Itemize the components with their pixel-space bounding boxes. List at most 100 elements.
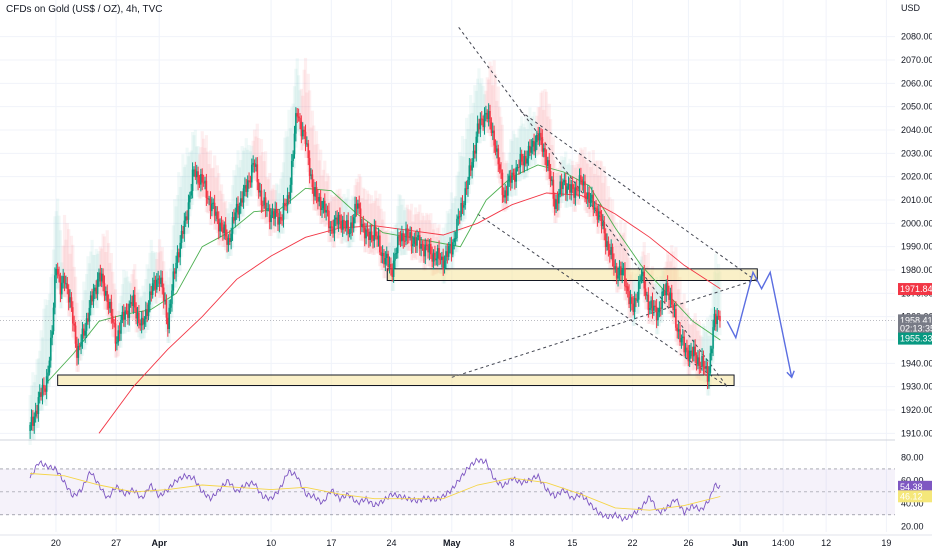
candle-body (416, 237, 418, 246)
candle-band (68, 253, 72, 317)
candle-body (468, 165, 471, 180)
candle-band (192, 135, 196, 184)
candle-band (683, 317, 688, 367)
candle-band (219, 184, 224, 242)
candle-band (50, 273, 54, 352)
candle-band (462, 156, 466, 222)
candle-band (521, 123, 525, 180)
candle-band (261, 151, 265, 220)
candle-body (545, 157, 548, 167)
candle-band (365, 190, 370, 246)
candle-body (580, 175, 582, 180)
candle-body (453, 238, 456, 243)
candle-band (668, 261, 672, 314)
candle-body (369, 231, 372, 240)
candle-band (453, 196, 458, 253)
candle-body (578, 175, 581, 191)
candle-body (209, 198, 212, 212)
candle-body (100, 273, 103, 282)
candle-body (187, 202, 190, 220)
candle-body (387, 253, 389, 268)
candle-body (637, 281, 640, 300)
candle-body (575, 187, 578, 191)
candle-body (551, 179, 553, 182)
candle-body (657, 312, 659, 321)
candle-body (87, 318, 89, 322)
candle-body (211, 203, 213, 212)
candle-body (391, 267, 394, 277)
candle-band (43, 299, 47, 406)
candle-body (541, 137, 544, 152)
candle-band (39, 330, 43, 411)
candle-body (355, 203, 358, 209)
candle-band (310, 110, 314, 202)
candle-body (406, 228, 409, 237)
candle-body (332, 227, 334, 234)
candle-body (719, 315, 721, 322)
candle-body (288, 195, 290, 199)
candle-band (178, 187, 182, 272)
candle-body (463, 205, 465, 208)
candle-body (698, 357, 701, 367)
candle-body (377, 235, 380, 240)
candle-band (305, 92, 309, 158)
candle-body (231, 217, 234, 234)
candle-body (110, 301, 113, 316)
candle-body (245, 185, 248, 192)
candle-band (374, 190, 378, 251)
candle-body (582, 181, 585, 186)
candle-body (639, 280, 641, 282)
candle-band (543, 89, 547, 172)
candle-body (103, 283, 106, 296)
candle-body (251, 164, 253, 183)
price-axis[interactable]: 2080.00 2070.00 2060.00 2050.00 2040.00 2030.… (895, 0, 932, 550)
candle-band (45, 305, 49, 406)
time-tick-label: 12 (821, 538, 831, 548)
candle-body (217, 219, 220, 232)
candle-body (629, 297, 632, 305)
candle-band (667, 254, 671, 314)
candle-band (612, 215, 616, 282)
candle-band (449, 192, 454, 269)
candle-band (210, 168, 214, 226)
candles (29, 103, 721, 439)
candle-body (370, 231, 373, 239)
candle-body (505, 190, 508, 196)
candle-body (267, 208, 270, 210)
candle-body (308, 158, 311, 176)
candle-body (385, 253, 388, 259)
candle-body (480, 118, 483, 120)
candle-body (485, 112, 487, 115)
candle-body (626, 286, 629, 292)
candle-body (122, 311, 125, 320)
candle-body (344, 226, 347, 229)
rsi-ma-line (30, 473, 721, 511)
candle-body (301, 129, 304, 137)
candle-body (227, 238, 230, 245)
candle-body (162, 287, 165, 301)
candle-body (167, 317, 169, 330)
candle-body (51, 331, 53, 338)
candle-body (527, 145, 530, 159)
candle-body (264, 197, 267, 210)
candle-body (516, 167, 519, 169)
candle-body (354, 203, 356, 218)
candle-body (314, 187, 316, 197)
candle-body (401, 233, 403, 242)
candle-body (193, 169, 195, 171)
candle-body (157, 278, 159, 280)
candle-body (48, 360, 51, 373)
candle-body (234, 212, 237, 221)
candle-band (517, 128, 521, 182)
candle-body (111, 315, 114, 323)
candle-band (546, 116, 550, 181)
time-axis[interactable]: 20 27 Apr 10 17 24 May 8 15 22 26 Jun 14:00 12 19 (0, 534, 932, 548)
candle-body (496, 148, 498, 152)
candle-band (363, 188, 367, 253)
candle-body (464, 188, 467, 206)
candle-body (438, 248, 440, 260)
candle-body (140, 317, 143, 326)
candle-body (615, 266, 618, 279)
candle-body (120, 320, 122, 334)
